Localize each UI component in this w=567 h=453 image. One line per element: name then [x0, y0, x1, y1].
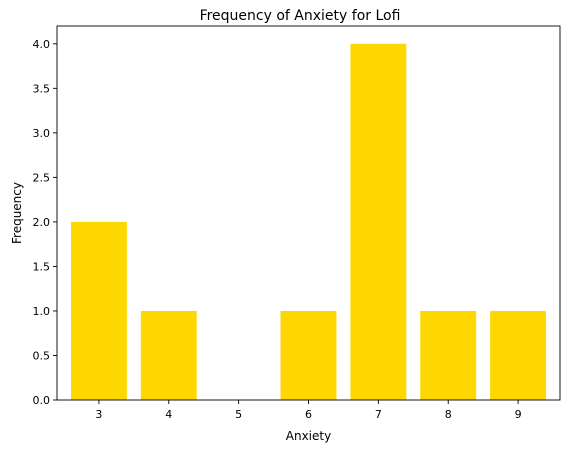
y-ticks-group: 0.0 0.5 1.0 1.5 2.0 2.5 3.0 3.5 4.0: [33, 38, 57, 407]
y-tick-label: 0.5: [33, 349, 51, 362]
bar-3: [70, 221, 127, 400]
y-tick-label: 2.5: [33, 171, 51, 184]
x-tick-label: 9: [515, 408, 522, 421]
y-tick-label: 1.0: [33, 305, 51, 318]
x-tick-label: 6: [305, 408, 312, 421]
x-tick-label: 3: [95, 408, 102, 421]
y-tick-label: 3.5: [33, 82, 51, 95]
x-tick-label: 4: [165, 408, 172, 421]
bar-7: [350, 43, 407, 401]
y-axis-label: Frequency: [10, 182, 24, 244]
x-tick-label: 8: [445, 408, 452, 421]
y-tick-label: 4.0: [33, 38, 51, 51]
plot-frame: [56, 25, 561, 401]
x-tick-label: 5: [235, 408, 242, 421]
chart-title: Frequency of Anxiety for Lofi: [200, 8, 401, 24]
y-tick-label: 3.0: [33, 127, 51, 140]
y-tick-label: 1.5: [33, 260, 51, 273]
x-axis-label: Anxiety: [286, 429, 331, 443]
y-tick-label: 2.0: [33, 216, 51, 229]
x-ticks-group: 3 4 5 6 7 8 9: [95, 400, 522, 421]
bar-9: [490, 310, 547, 400]
y-tick-label: 0.0: [33, 394, 51, 407]
bar-8: [420, 310, 477, 400]
x-tick-label: 7: [375, 408, 382, 421]
bar-6: [280, 310, 337, 400]
bars-group: [70, 43, 547, 401]
bar-4: [140, 310, 197, 400]
